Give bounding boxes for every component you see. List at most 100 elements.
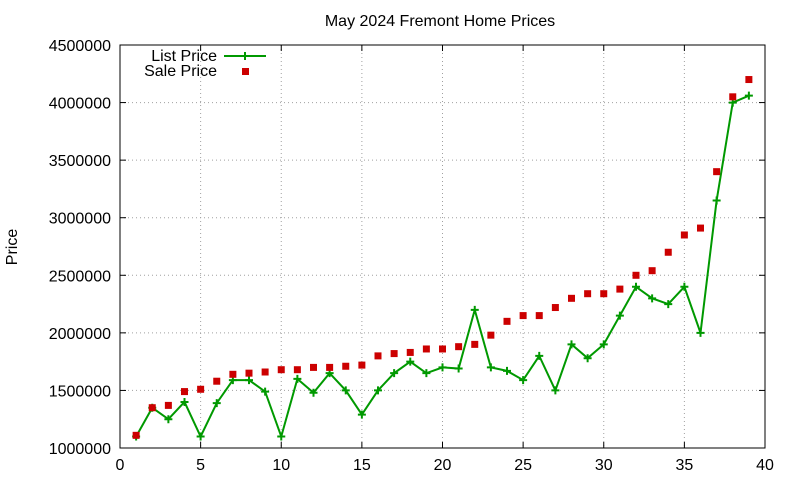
sale-price-point bbox=[584, 290, 592, 298]
sale-price-point bbox=[439, 345, 446, 353]
y-axis-label: Price bbox=[4, 229, 21, 266]
sale-price-point bbox=[487, 331, 495, 339]
sale-price-point bbox=[293, 366, 301, 374]
sale-price-point bbox=[197, 385, 205, 393]
list-price-point bbox=[374, 386, 382, 395]
list-price-point bbox=[164, 415, 173, 424]
sale-price-point bbox=[455, 343, 463, 351]
list-price-point bbox=[309, 388, 318, 397]
list-price-point bbox=[180, 397, 189, 406]
sale-price-point bbox=[697, 224, 704, 232]
list-price-point bbox=[454, 364, 463, 373]
x-tick-label: 15 bbox=[353, 457, 371, 474]
list-price-point bbox=[696, 328, 705, 337]
list-price-point bbox=[196, 432, 205, 441]
sale-price-point bbox=[535, 312, 543, 320]
axis-ticks: 0 5 10 15 20 25 30 35 40 1000000 1500000 2000000 250… bbox=[49, 38, 774, 474]
y-tick-label: 3500000 bbox=[49, 153, 111, 170]
x-tick-label: 20 bbox=[434, 457, 452, 474]
plot-frame bbox=[119, 44, 766, 449]
sale-price-point bbox=[422, 345, 430, 353]
sale-price-point bbox=[406, 348, 414, 356]
list-price-point bbox=[245, 376, 253, 385]
list-price-point bbox=[357, 410, 366, 419]
x-tick-label: 35 bbox=[675, 457, 693, 474]
legend-marker-sale-price bbox=[242, 68, 249, 75]
list-price-point bbox=[583, 354, 592, 363]
list-price-point bbox=[486, 363, 495, 372]
y-tick-label: 2500000 bbox=[49, 268, 111, 285]
x-tick-label: 25 bbox=[514, 457, 532, 474]
sale-price-point bbox=[390, 350, 398, 358]
list-price-point bbox=[261, 387, 270, 396]
sale-price-point bbox=[632, 271, 640, 279]
series-list-price bbox=[132, 91, 753, 441]
list-price-point bbox=[615, 311, 624, 320]
sale-price-point bbox=[181, 388, 188, 396]
chart-title: May 2024 Fremont Home Prices bbox=[325, 13, 555, 30]
list-price-point bbox=[390, 369, 399, 378]
list-price-point bbox=[470, 305, 479, 314]
sale-price-point bbox=[729, 93, 737, 101]
list-price-point bbox=[599, 340, 608, 349]
x-tick-label: 40 bbox=[756, 457, 774, 474]
sale-price-point bbox=[745, 76, 753, 84]
sale-price-point bbox=[648, 267, 656, 275]
x-tick-label: 5 bbox=[196, 457, 205, 474]
list-price-point bbox=[438, 363, 447, 372]
list-price-point bbox=[277, 432, 286, 441]
sale-price-point bbox=[664, 248, 672, 256]
sale-price-point bbox=[568, 294, 575, 302]
legend: List Price Sale Price bbox=[144, 48, 266, 80]
sale-price-point bbox=[616, 285, 624, 293]
sale-price-point bbox=[245, 369, 253, 377]
list-price-point bbox=[212, 399, 221, 408]
list-price-point bbox=[535, 351, 544, 360]
list-price-point bbox=[406, 357, 415, 366]
sale-price-point bbox=[310, 363, 317, 371]
legend-label-sale-price: Sale Price bbox=[144, 63, 217, 80]
x-tick-label: 10 bbox=[272, 457, 290, 474]
sale-price-point bbox=[261, 368, 269, 376]
sale-price-point bbox=[148, 404, 156, 412]
x-tick-label: 30 bbox=[595, 457, 613, 474]
sale-price-point bbox=[503, 317, 511, 325]
list-price-point bbox=[503, 366, 511, 375]
list-price-point bbox=[293, 374, 302, 383]
sale-price-point bbox=[132, 431, 140, 439]
x-tick-label: 0 bbox=[116, 457, 125, 474]
sale-price-point bbox=[519, 312, 527, 320]
sale-price-point bbox=[229, 370, 237, 378]
list-price-point bbox=[341, 386, 350, 395]
list-price-point bbox=[712, 196, 721, 205]
grid-lines bbox=[120, 45, 765, 448]
sale-price-point bbox=[164, 401, 172, 409]
y-tick-label: 1000000 bbox=[49, 441, 111, 458]
y-tick-label: 4000000 bbox=[49, 96, 111, 113]
list-price-point bbox=[551, 386, 560, 395]
sale-price-point bbox=[713, 168, 721, 176]
list-price-point bbox=[422, 369, 431, 378]
y-tick-label: 3000000 bbox=[49, 211, 111, 228]
sale-price-point bbox=[600, 290, 608, 298]
sale-price-point bbox=[277, 366, 285, 374]
list-price-point bbox=[680, 282, 689, 291]
list-price-point bbox=[567, 340, 576, 349]
plot-series bbox=[132, 76, 753, 441]
sale-price-point bbox=[471, 340, 479, 348]
list-price-point bbox=[664, 300, 673, 309]
sale-price-point bbox=[680, 231, 688, 239]
list-price-point bbox=[632, 282, 640, 291]
sale-price-point bbox=[358, 361, 366, 369]
y-tick-label: 4500000 bbox=[49, 38, 111, 55]
legend-label-list-price: List Price bbox=[151, 48, 217, 65]
legend-marker-list-price bbox=[241, 52, 249, 60]
sale-price-point bbox=[213, 377, 221, 385]
sale-price-point bbox=[374, 352, 382, 360]
sale-price-point bbox=[551, 304, 559, 312]
sale-price-point bbox=[342, 362, 350, 370]
series-sale-price bbox=[132, 76, 753, 439]
y-tick-label: 1500000 bbox=[49, 383, 111, 400]
sale-price-point bbox=[326, 363, 334, 371]
